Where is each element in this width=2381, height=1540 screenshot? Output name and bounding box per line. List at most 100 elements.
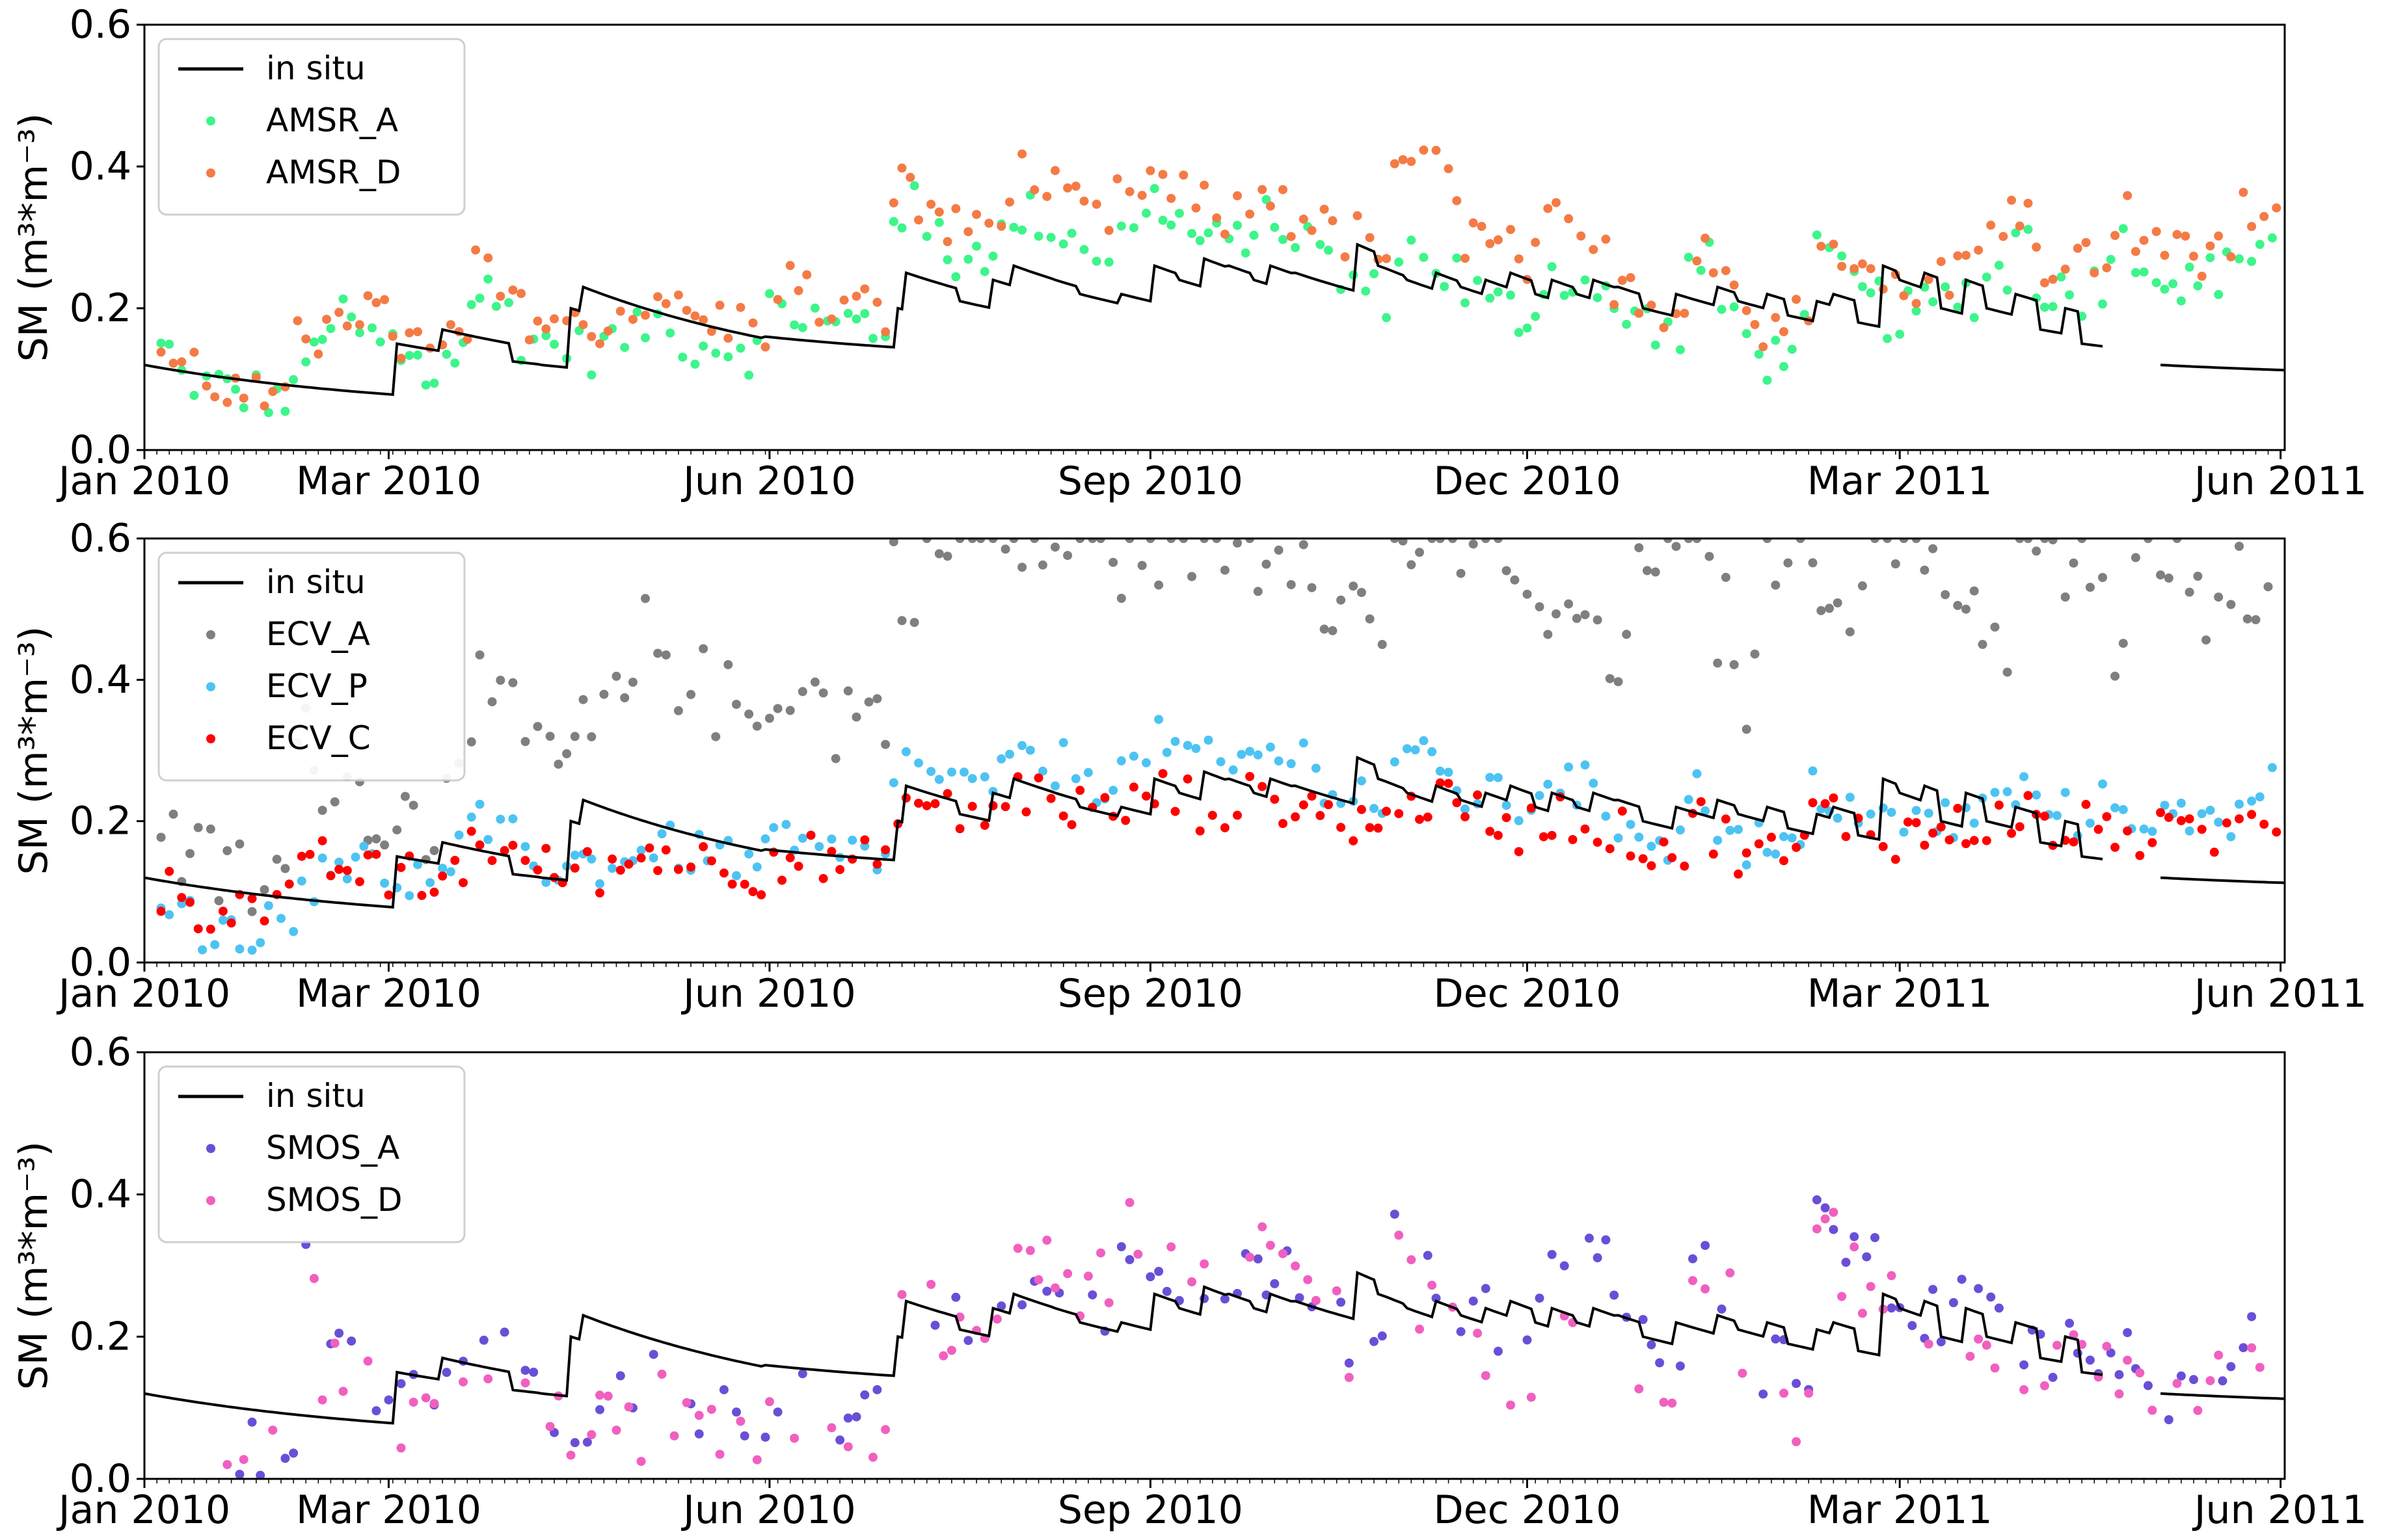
data-point bbox=[247, 946, 257, 955]
data-point bbox=[1394, 258, 1404, 267]
data-point bbox=[218, 907, 228, 916]
data-point bbox=[2272, 827, 2281, 837]
data-point bbox=[396, 1379, 406, 1388]
data-point bbox=[165, 339, 174, 349]
data-point bbox=[587, 1430, 597, 1439]
data-point bbox=[359, 842, 369, 851]
data-point bbox=[2251, 615, 2261, 624]
data-point bbox=[897, 163, 907, 173]
data-point bbox=[1812, 230, 1822, 240]
data-point bbox=[951, 204, 961, 213]
data-point bbox=[657, 829, 667, 839]
data-point bbox=[818, 873, 828, 883]
series-smos-a bbox=[235, 1195, 2257, 1479]
data-point bbox=[297, 851, 306, 861]
data-point bbox=[1071, 774, 1081, 784]
x-tick-label: Jan 2010 bbox=[56, 971, 230, 1016]
data-point bbox=[371, 849, 381, 859]
data-point bbox=[1298, 215, 1308, 224]
data-point bbox=[980, 772, 989, 782]
data-point bbox=[363, 1356, 373, 1366]
data-point bbox=[247, 907, 257, 916]
data-point bbox=[736, 302, 746, 312]
data-point bbox=[1365, 614, 1375, 624]
data-point bbox=[1456, 568, 1466, 578]
data-point bbox=[2218, 1376, 2227, 1386]
data-point bbox=[690, 311, 700, 321]
data-point bbox=[1920, 565, 1930, 575]
data-point bbox=[384, 890, 394, 900]
series-ecv-p bbox=[156, 715, 2277, 955]
data-point bbox=[1088, 1290, 1097, 1300]
data-point bbox=[2139, 824, 2149, 834]
data-point bbox=[206, 924, 215, 934]
data-point bbox=[1001, 802, 1010, 812]
data-point bbox=[459, 878, 468, 888]
data-point bbox=[1154, 580, 1164, 590]
data-point bbox=[1837, 1292, 1847, 1301]
data-point bbox=[1295, 1293, 1304, 1303]
data-point bbox=[943, 255, 952, 265]
data-point bbox=[413, 327, 422, 337]
data-point bbox=[405, 351, 414, 360]
data-point bbox=[2222, 818, 2231, 828]
data-point bbox=[1812, 1195, 1822, 1204]
data-point bbox=[1001, 544, 1010, 554]
data-point bbox=[1857, 259, 1867, 269]
data-point bbox=[156, 832, 166, 842]
data-point bbox=[2060, 788, 2070, 797]
data-point bbox=[1899, 538, 1909, 543]
data-point bbox=[168, 358, 178, 368]
data-point bbox=[1365, 823, 1375, 832]
legend-item: AMSR_D bbox=[206, 153, 401, 191]
data-point bbox=[1576, 231, 1586, 241]
data-point bbox=[1750, 320, 1760, 329]
data-point bbox=[1212, 213, 1222, 223]
data-point bbox=[1522, 323, 1532, 333]
data-point bbox=[1580, 610, 1590, 620]
legend-item: AMSR_A bbox=[206, 101, 398, 139]
data-point bbox=[2247, 1343, 2257, 1353]
x-tick-label: Jun 2011 bbox=[2192, 1487, 2367, 1533]
data-point bbox=[338, 294, 348, 304]
data-point bbox=[454, 830, 464, 840]
data-point bbox=[798, 1369, 807, 1379]
data-point bbox=[901, 747, 911, 756]
data-point bbox=[1170, 806, 1180, 816]
data-point bbox=[1688, 1276, 1697, 1286]
plot-area bbox=[144, 1195, 2285, 1479]
data-point bbox=[790, 320, 800, 330]
data-point bbox=[1034, 232, 1043, 241]
data-point bbox=[723, 352, 733, 362]
data-point bbox=[922, 538, 932, 543]
data-point bbox=[1034, 1275, 1043, 1284]
data-point bbox=[1510, 575, 1520, 585]
x-tick-label: Mar 2011 bbox=[1807, 1487, 1993, 1533]
data-point bbox=[827, 1423, 837, 1433]
data-point bbox=[1473, 1329, 1483, 1338]
data-point bbox=[508, 285, 518, 295]
data-point bbox=[1344, 1358, 1354, 1368]
data-point bbox=[293, 316, 303, 326]
data-point bbox=[1771, 849, 1781, 859]
data-point bbox=[1291, 1261, 1300, 1271]
data-point bbox=[1166, 538, 1176, 543]
data-point bbox=[2193, 1405, 2203, 1415]
data-point bbox=[1137, 191, 1147, 200]
data-point bbox=[2023, 791, 2033, 801]
data-point bbox=[930, 1320, 940, 1330]
data-point bbox=[1808, 798, 1818, 808]
data-point bbox=[620, 343, 630, 352]
data-point bbox=[1990, 622, 2000, 632]
data-point bbox=[972, 209, 982, 219]
data-point bbox=[1423, 1251, 1433, 1260]
data-point bbox=[872, 694, 882, 704]
data-point bbox=[1038, 766, 1047, 776]
data-point bbox=[1377, 1331, 1387, 1341]
data-point bbox=[1762, 538, 1772, 543]
data-point bbox=[156, 907, 166, 916]
data-point bbox=[487, 697, 497, 707]
data-point bbox=[1655, 1358, 1665, 1368]
data-point bbox=[967, 774, 977, 784]
data-point bbox=[317, 806, 327, 815]
